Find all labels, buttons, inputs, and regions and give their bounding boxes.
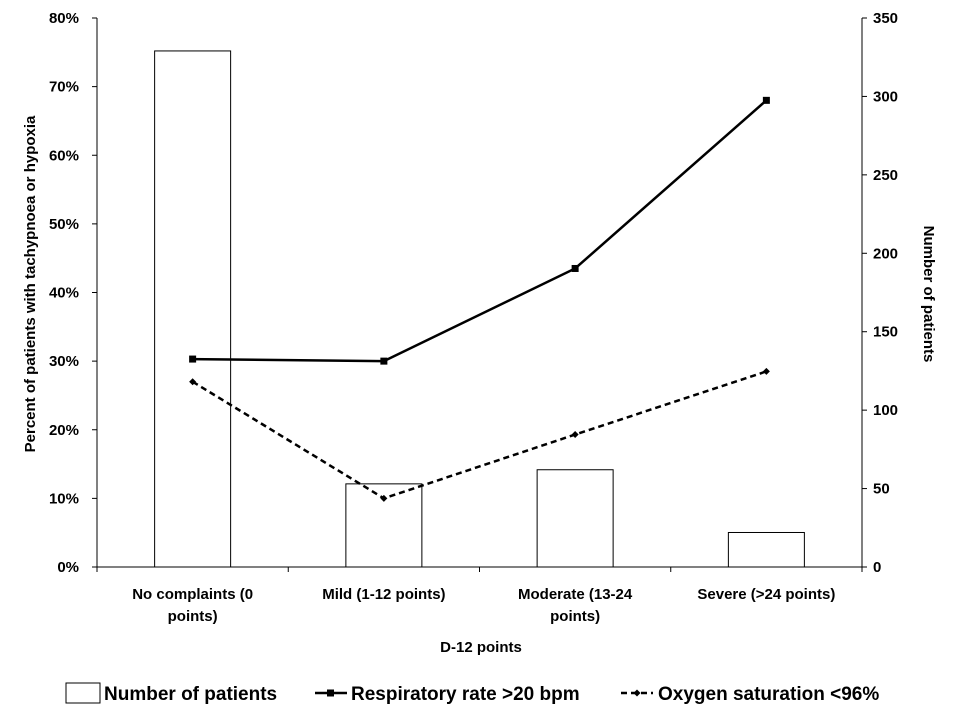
marker-oxygen-saturation-96-3 [571,431,579,439]
legend: Number of patients Respiratory rate >20 … [65,682,879,705]
right-tick-label: 350 [873,10,898,27]
marker-respiratory-rate-20-bpm-4 [762,96,770,104]
marker-oxygen-saturation-96-1 [189,378,197,386]
legend-swatch-number-of-patients [65,682,101,704]
left-tick-label: 80% [49,10,79,27]
left-tick-label: 70% [49,79,79,96]
left-tick-label: 60% [49,147,79,164]
left-tick-label: 10% [49,490,79,507]
bar-4 [727,531,805,568]
right-tick-label: 250 [873,167,898,184]
legend-label-number-of-patients: Number of patients [104,684,277,705]
left-tick-label: 0% [57,559,79,576]
bars-group [154,50,805,568]
legend-marker-oxygen-saturation [633,689,641,697]
left-tick-label: 20% [49,422,79,439]
left-tick-label: 50% [49,216,79,233]
right-tick-label: 150 [873,324,898,341]
x-axis-title: D-12 points [440,639,522,656]
category-label-4: Severe (>24 points) [697,586,835,603]
left-tick-label: 40% [49,285,79,302]
category-labels: No complaints (0 points) Mild (1-12 points… [132,586,835,625]
category-label-2: Mild (1-12 points) [322,586,445,603]
legend-label-respiratory-rate: Respiratory rate >20 bpm [351,684,580,705]
marker-oxygen-saturation-96-2 [380,494,388,502]
marker-respiratory-rate-20-bpm-3 [571,264,579,272]
y-axis-title-left: Percent of patients with tachypnoea or h… [22,115,39,452]
lines-group [189,96,770,502]
left-tick-label: 30% [49,353,79,370]
bar-1 [154,50,232,568]
left-axis-ticks: 0% 10% 20% 30% 40% 50% 60% 70% 80% [49,10,97,576]
right-tick-label: 300 [873,88,898,105]
bar-3 [536,469,614,568]
right-tick-label: 50 [873,481,890,498]
y-axis-title-right: Number of patients [920,226,937,363]
right-tick-label: 200 [873,245,898,262]
marker-oxygen-saturation-96-4 [762,367,770,375]
category-label-3: Moderate (13-24 points) [518,586,633,625]
line-respiratory-rate-20-bpm [192,99,768,363]
legend-label-oxygen-saturation: Oxygen saturation <96% [658,684,879,705]
line-oxygen-saturation-96 [191,370,767,500]
right-axis-ticks: 0 50 100 150 200 250 300 350 [862,10,898,576]
right-tick-label: 100 [873,402,898,419]
marker-respiratory-rate-20-bpm-1 [189,355,197,363]
legend-marker-respiratory-rate [327,689,334,697]
right-tick-label: 0 [873,559,881,576]
category-label-1: No complaints (0 points) [132,586,253,625]
marker-respiratory-rate-20-bpm-2 [380,357,388,365]
axes-group [96,18,863,572]
